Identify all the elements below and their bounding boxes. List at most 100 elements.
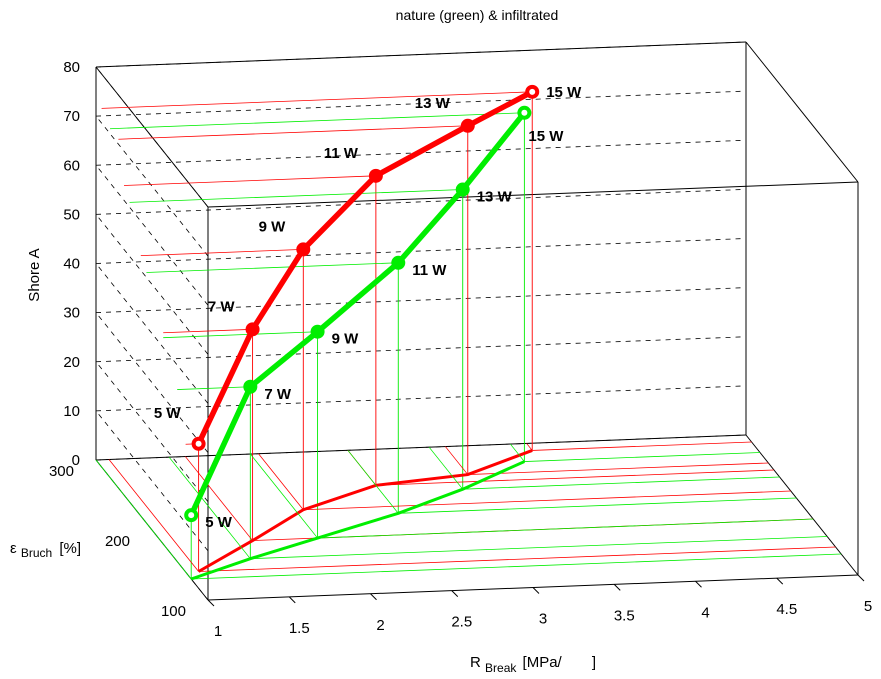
x-tick-mark xyxy=(370,593,377,601)
x-axis-label-sub: Break xyxy=(485,661,517,675)
floor-line-y xyxy=(185,456,253,541)
x-tick-mark xyxy=(451,590,459,597)
y-axis-label-unit: [%] xyxy=(59,540,81,557)
x-tick-label: 3.5 xyxy=(614,607,635,624)
tick-labels: 0 10 20 30 40 50 60 70 80 100 200 300 1 1.5 2 2.5 3 3.5 4 4… xyxy=(49,59,872,640)
x-tick-label: 2.5 xyxy=(451,614,472,631)
floor-line-y xyxy=(250,453,318,539)
point-label: 9 W xyxy=(259,218,287,235)
wall-projection-line xyxy=(146,262,399,273)
floor-line-x xyxy=(462,476,780,490)
floor-projections xyxy=(95,91,842,581)
x-axis-label-close: ] xyxy=(592,654,596,671)
floor-projection-1 xyxy=(190,460,525,581)
z-tick-label: 0 xyxy=(72,452,80,469)
point-label: 15 W xyxy=(528,128,564,145)
floor-line-x xyxy=(467,462,769,475)
y-axis-label: ε Bruch [%] xyxy=(10,540,81,561)
grid-line-back-wall xyxy=(95,90,747,117)
point-label: 7 W xyxy=(264,386,292,403)
data-point-center xyxy=(395,259,402,266)
point-label: 13 W xyxy=(477,189,513,206)
x-tick-label: 1.5 xyxy=(289,620,310,637)
point-label: 5 W xyxy=(154,405,182,422)
floor-line-y xyxy=(258,453,304,510)
z-axis-label: Shore A xyxy=(26,248,43,301)
wall-projection-line xyxy=(101,91,533,109)
floor-line-x xyxy=(398,497,797,514)
floor-line-y xyxy=(510,443,525,462)
y-tick-label: 200 xyxy=(105,533,130,550)
x-tick-mark xyxy=(776,577,784,585)
grid-line-back-wall xyxy=(95,188,747,215)
x-tick-label: 3 xyxy=(539,611,547,628)
series-layer xyxy=(184,84,540,523)
wall-projection-line xyxy=(140,248,304,257)
x-tick-label: 1 xyxy=(214,623,222,640)
data-point-center xyxy=(249,326,256,333)
box-edge xyxy=(745,41,859,183)
floor-line-x xyxy=(375,469,775,486)
z-tick-label: 40 xyxy=(63,256,80,273)
wall-projection-line xyxy=(177,386,251,390)
chart-title: nature (green) & infiltrated xyxy=(396,7,559,23)
series-line-1 xyxy=(188,111,527,517)
wall-projection-line xyxy=(129,189,463,203)
point-label: 15 W xyxy=(546,84,582,101)
floor-line-x xyxy=(198,546,836,572)
x-tick-mark xyxy=(532,587,540,594)
floor-line-x xyxy=(250,536,828,560)
floor-line-x xyxy=(303,490,791,511)
x-tick-label: 4.5 xyxy=(776,601,797,618)
point-label: 7 W xyxy=(208,298,236,315)
x-tick-mark xyxy=(288,596,296,604)
box-edge xyxy=(745,434,859,576)
data-point-center xyxy=(521,109,528,116)
grid-line-back-wall xyxy=(95,139,747,166)
z-tick-label: 30 xyxy=(63,305,80,322)
wall-projection-line xyxy=(109,112,525,130)
data-point-center xyxy=(372,172,379,179)
x-tick-mark xyxy=(695,580,702,588)
axes-box xyxy=(95,41,859,601)
y-tick-label: 100 xyxy=(161,603,186,620)
floor-line-y xyxy=(168,456,251,559)
drop-lines xyxy=(190,91,533,579)
grid-line-back-wall xyxy=(95,238,747,264)
wall-projection-line xyxy=(123,175,376,186)
x-axis-label: R Break [MPa/ ] xyxy=(470,654,596,676)
floor-line-x xyxy=(524,452,761,462)
z-tick-label: 70 xyxy=(63,108,80,125)
box-edge xyxy=(95,66,209,208)
floor-line-x xyxy=(532,441,752,451)
data-point-center xyxy=(195,440,202,447)
x-tick-label: 2 xyxy=(376,617,384,634)
z-tick-label: 60 xyxy=(63,157,80,174)
x-axis-label-unit: [MPa/ xyxy=(523,654,563,671)
series-line-0 xyxy=(196,89,534,445)
point-label: 5 W xyxy=(205,514,233,531)
floor-line-y xyxy=(445,446,469,475)
data-point-center xyxy=(464,122,471,129)
z-tick-label: 20 xyxy=(63,354,80,371)
floor-line-x xyxy=(317,518,814,539)
data-point-center xyxy=(529,88,536,95)
y-axis-label-main: ε xyxy=(10,540,17,557)
x-tick-label: 4 xyxy=(701,604,709,621)
data-point-center xyxy=(314,328,321,335)
x-axis-label-main: R xyxy=(470,654,481,671)
data-point-center xyxy=(459,186,466,193)
x-tick-mark xyxy=(857,574,865,582)
point-label: 13 W xyxy=(415,95,451,112)
wall-projection-line xyxy=(163,331,318,339)
grid-line-back-wall xyxy=(95,336,747,363)
grid-line-back-wall xyxy=(95,385,747,412)
grid-line-back-wall xyxy=(95,287,747,314)
point-labels: 5 W 7 W 9 W 11 W 13 W 15 W 5 W 7 W 9 W 11 W 13 W 15… xyxy=(154,84,582,531)
x-tick-label: 5 xyxy=(864,598,872,615)
box-edge xyxy=(95,434,747,461)
floor-projection-0 xyxy=(197,449,533,573)
box-edge xyxy=(207,181,859,208)
floor-line-y xyxy=(108,459,199,572)
